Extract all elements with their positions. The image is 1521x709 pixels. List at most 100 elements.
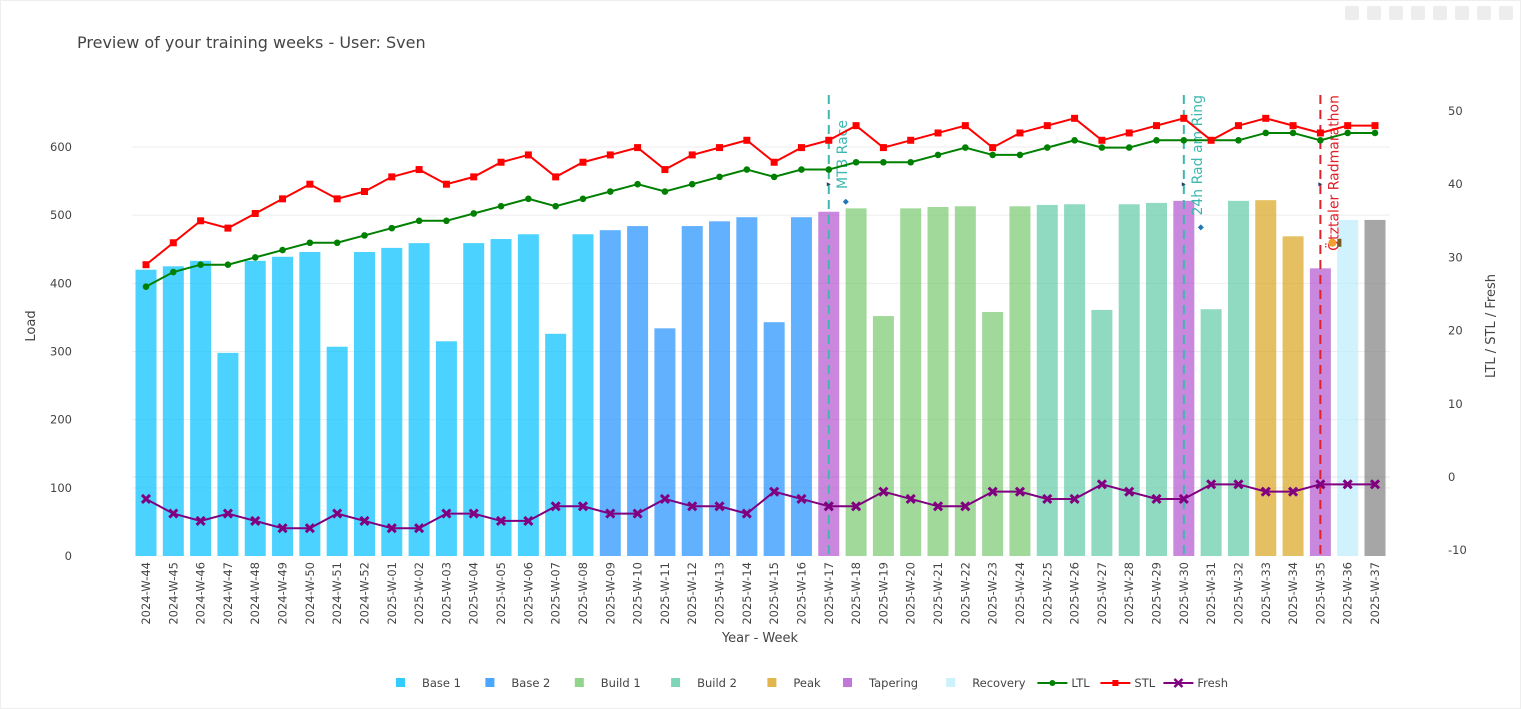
fresh-point [1151,493,1162,505]
bar [709,221,731,556]
bar [1009,206,1031,556]
bar [599,230,621,556]
modebar[interactable] [1345,6,1513,20]
fresh-point [687,501,698,512]
fresh-point [523,515,534,526]
zoom-in-icon[interactable] [1411,6,1425,20]
bar [1036,204,1058,557]
fresh-point [1288,486,1299,497]
ltl-point [361,232,368,239]
y2-tick-label: 10 [1448,397,1463,411]
ltl-point [497,202,505,210]
legend-swatch [396,678,405,687]
fresh-point [769,486,780,497]
bar [217,352,239,556]
ltl-point [197,261,204,269]
series-line-stl [145,117,1375,266]
fresh-point [714,501,725,512]
bar [1118,204,1140,556]
reset-axes-icon[interactable] [1477,6,1491,20]
autoscale-icon[interactable] [1455,6,1469,20]
ltl-point [962,144,969,151]
ltl-point [1317,136,1324,144]
fresh-point [250,515,261,526]
fresh-point [823,501,834,512]
fresh-point [140,493,152,505]
fresh-point [441,508,452,519]
ltl-point [1153,136,1160,144]
fresh-point [632,508,643,519]
fresh-point [1260,486,1271,497]
pan-icon[interactable] [1389,6,1403,20]
stl-point [470,173,478,181]
zoom-icon[interactable] [1367,6,1381,20]
plotly-logo-icon[interactable] [1499,6,1513,20]
fresh-point [851,501,862,512]
ltl-point [798,166,805,173]
fresh-point [1178,493,1189,505]
x-tick-label: 2025-W-05 [494,562,508,625]
ltl-point [1016,151,1024,159]
camera-icon[interactable] [1345,6,1359,20]
fresh-point [414,523,425,534]
zoom-out-icon[interactable] [1433,6,1447,20]
x-tick-label: 2025-W-26 [1068,562,1082,625]
x-tick-label: 2025-W-09 [603,562,617,625]
fresh-point [1206,479,1217,490]
bar [1173,200,1195,556]
stl-point [1043,122,1051,130]
stl-point [388,173,396,181]
stl-point [360,188,368,196]
fresh-point [1124,486,1135,497]
legend-item-base-1: Base 1 [422,676,461,690]
x-tick-label: 2025-W-34 [1286,562,1300,625]
stl-point [1125,129,1133,137]
bar [299,251,321,556]
stl-point [1071,114,1079,122]
stl-point [634,144,642,152]
stl-point [169,239,177,247]
ltl-point [552,202,559,210]
x-tick-label: 2025-W-27 [1095,562,1109,625]
bar [982,311,1004,556]
ltl-point [907,158,915,166]
x-tick-label: 2025-W-03 [439,562,453,625]
x-tick-label: 2025-W-15 [767,562,781,625]
fresh-point [1233,479,1244,490]
fresh-point [550,501,561,512]
event-label: MTB Race [835,120,851,189]
ltl-point [770,173,778,181]
stl-point [934,129,942,137]
ltl-point [388,224,396,232]
x-tick-label: 2025-W-01 [385,562,399,625]
bar [1146,202,1168,556]
y-tick-label: 600 [50,140,72,154]
stl-point [224,224,232,232]
bar [517,234,539,556]
x-tick-label: 2025-W-04 [467,562,481,625]
series-line-fresh [145,483,1375,530]
bar [763,322,785,556]
chart-title: Preview of your training weeks - User: S… [77,33,426,52]
bar [326,346,348,556]
fresh-point [168,508,179,519]
bar [1364,219,1386,556]
y2-axis-title: LTL / STL / Fresh [1484,274,1499,378]
stl-point [770,158,778,166]
stl-point [1180,114,1188,122]
trophy-icon [1328,238,1337,247]
bar [1091,309,1113,556]
stl-point [279,195,287,203]
ltl-point [579,195,587,203]
ltl-point [415,217,423,225]
y2-tick-label: 50 [1448,104,1463,118]
legend-swatch [946,678,956,687]
x-tick-label: 2025-W-21 [931,562,945,625]
bar [1282,236,1304,556]
fresh-point [905,493,916,505]
y-tick-label: 400 [50,276,72,290]
ltl-point [251,254,259,261]
bar [545,333,567,556]
stl-point [688,151,696,159]
x-tick-label: 2024-W-44 [139,562,153,625]
